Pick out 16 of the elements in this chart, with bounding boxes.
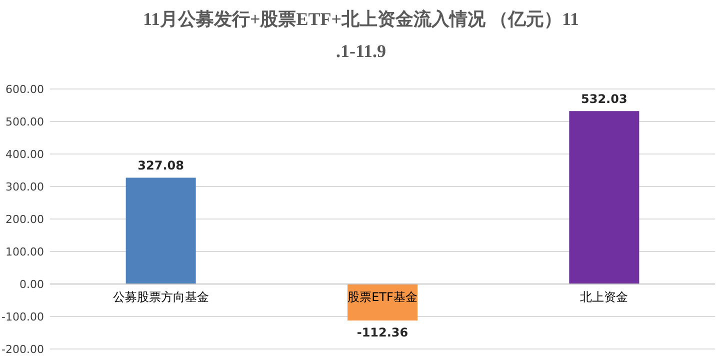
x-tick-label: 股票ETF基金	[348, 290, 418, 304]
data-label: -112.36	[356, 326, 408, 340]
data-label: 532.03	[581, 92, 628, 106]
y-tick-label: 0.00	[20, 278, 44, 291]
x-tick-label: 北上资金	[580, 290, 628, 304]
y-tick-label: 100.00	[6, 246, 44, 258]
y-tick-label: 500.00	[6, 116, 44, 128]
y-tick-label: 600.00	[6, 83, 44, 96]
y-tick-label: 400.00	[6, 148, 44, 161]
y-tick-label: -200.00	[2, 343, 44, 356]
x-tick-label: 公募股票方向基金	[112, 290, 209, 304]
y-tick-label: 300.00	[6, 180, 44, 194]
title: 11月公募发行+股票ETF+北上资金流入情况 （亿元）11.1-11.9	[142, 9, 580, 61]
data-label: 327.08	[138, 158, 184, 173]
y-tick-label: -100.00	[2, 310, 44, 324]
y-tick-label: 200.00	[6, 213, 44, 226]
